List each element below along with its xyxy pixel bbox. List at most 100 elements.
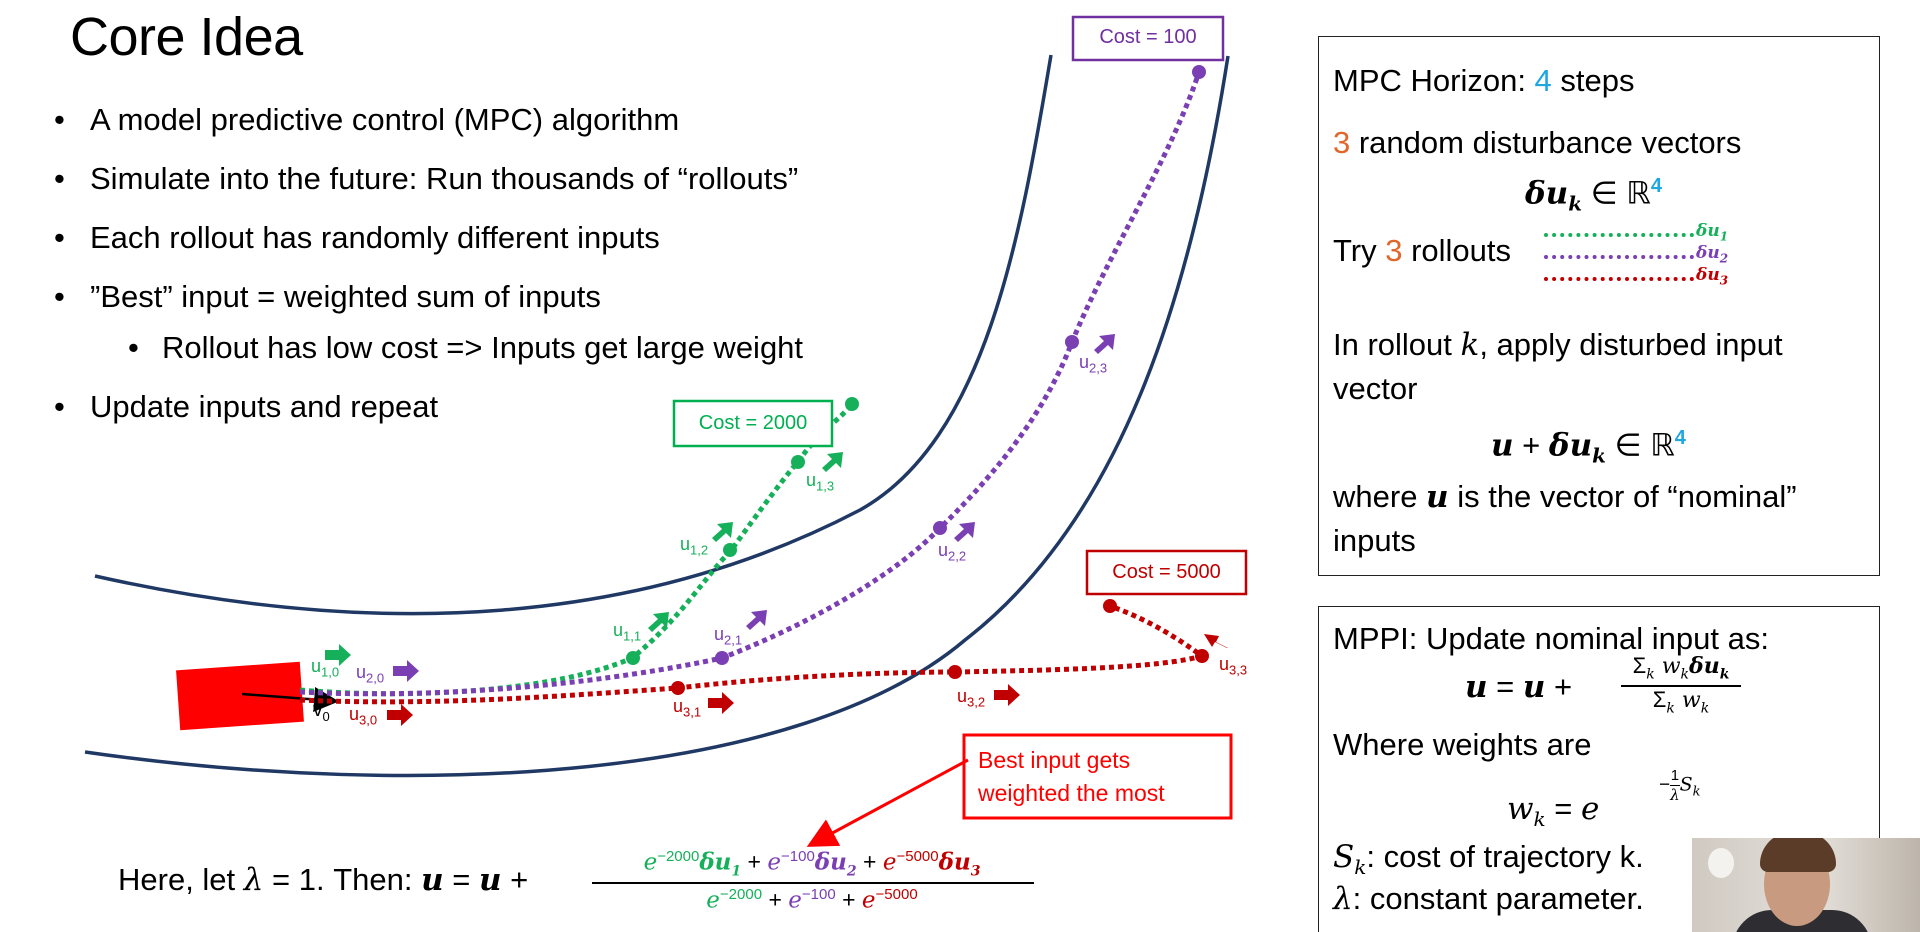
try-rollouts-line: Try 3 rollouts [1333, 233, 1512, 268]
road-upper-edge [94, 54, 1053, 616]
legend-line-2 [1544, 255, 1694, 261]
input-arrow-u10 [325, 644, 351, 666]
callout-box [962, 733, 1233, 820]
input-arrow-u21 [746, 610, 767, 630]
car [176, 661, 304, 731]
input-arrow-u31 [708, 692, 734, 714]
bullet-list: A model predictive control (MPC) algorit… [52, 100, 952, 446]
eq-one-text: = 1. Then: [263, 862, 422, 897]
where-line: where u is the vector of “nominal” [1333, 479, 1797, 515]
velocity-label: v0 [313, 700, 330, 724]
cost-label-5000: Cost = 5000 [1112, 561, 1221, 583]
velocity-sub: 0 [322, 708, 330, 724]
equation-prefix: Here, let λ = 1. Then: u = u + [118, 862, 528, 898]
input-arrow-u20 [393, 660, 419, 682]
weights-heading: Where weights are [1333, 727, 1592, 762]
cost-box-red [1085, 549, 1248, 596]
input-label-u13: u1,3 [806, 470, 835, 494]
input-label-u21: u2,1 [714, 624, 743, 648]
input-label-u22: u2,2 [938, 540, 967, 564]
equation-numerator: e−2000δu1 + e−100δu2 + e−5000δu3 [643, 848, 981, 880]
bullet-item: ”Best” input = weighted sum of inputs [52, 277, 952, 328]
eq-equals: = [443, 862, 480, 897]
input-arrow-u33 [1204, 634, 1228, 648]
callout-text: Best input gets weighted the most [978, 744, 1165, 810]
rollout-1-point [723, 543, 737, 557]
apply-line-2: vector [1333, 371, 1418, 406]
rollout-3-point [671, 681, 685, 695]
lamp-icon [1708, 848, 1734, 878]
input-arrow-u32 [994, 684, 1020, 706]
eq-rhs-u: u [479, 862, 502, 898]
legend-line-1 [1544, 233, 1694, 239]
eq-lambda: λ [243, 862, 264, 898]
presenter-webcam [1692, 838, 1920, 932]
rollout-1-point [791, 455, 805, 469]
mppi-update-lhs: u = u + [1465, 669, 1573, 705]
input-label-u32: u3,2 [957, 686, 986, 710]
legend-label-2: δu2 [1696, 243, 1729, 266]
input-arrow-u11 [648, 612, 669, 632]
callout-line: weighted the most [978, 780, 1165, 806]
eq-plus: + [501, 862, 529, 897]
input-label-u30: u3,0 [349, 704, 378, 728]
disturbance-line: 3 random disturbance vectors [1333, 125, 1742, 160]
legend-label-1: δu1 [1696, 221, 1729, 244]
cost-label-100: Cost = 100 [1099, 26, 1197, 48]
input-label-u23: u2,3 [1079, 352, 1108, 376]
input-label-u31: u3,1 [673, 696, 702, 720]
input-label-u12: u1,2 [680, 534, 709, 558]
weights-exponent: −1 λ Sk [1659, 767, 1701, 804]
road-lower-edge [84, 55, 1230, 778]
where-line-2: inputs [1333, 523, 1416, 558]
equation-fraction-bar [592, 882, 1034, 884]
mppi-heading: MPPI: Update nominal input as: [1333, 621, 1769, 656]
mppi-frac-num: Σk wkδuk [1632, 653, 1730, 683]
rollout-3-path [299, 603, 1208, 705]
rollout-2-point [1065, 335, 1079, 349]
rollout-3-point [1195, 649, 1209, 663]
velocity-v: v [313, 700, 323, 721]
disturbance-space: δuk ∈ ℝ4 [1525, 175, 1662, 216]
cost-label-2000: Cost = 2000 [698, 412, 808, 434]
bullet-sub-item: Rollout has low cost => Inputs get large… [52, 328, 952, 387]
bullet-item: Each rollout has randomly different inpu… [52, 218, 952, 277]
rollout-2-path [299, 71, 1202, 697]
slide-title: Core Idea [70, 7, 303, 67]
eq-prefix-text: Here, let [118, 862, 244, 897]
input-arrow-u12 [712, 522, 733, 542]
bullet-item: A model predictive control (MPC) algorit… [52, 100, 952, 159]
input-label-u33: u3,3 [1219, 654, 1248, 678]
legend-line-3 [1544, 277, 1694, 283]
equation-denominator: e−2000 + e−100 + e−5000 [706, 886, 918, 914]
legend-label-3: δu3 [1696, 265, 1729, 288]
horizon-line: MPC Horizon: 4 steps [1333, 63, 1635, 98]
rollout-3-point [1103, 599, 1117, 613]
input-arrow-u13 [822, 452, 843, 472]
apply-line: In rollout k, apply disturbed input [1333, 327, 1783, 363]
callout-arrow [806, 758, 969, 847]
input-arrow-u22 [954, 522, 975, 542]
weights-formula: wk = e [1507, 791, 1600, 832]
rollout-2-point [715, 651, 729, 665]
input-arrow-u30 [387, 704, 413, 726]
cost-box-green [672, 399, 834, 448]
mpc-horizon-box: MPC Horizon: 4 steps 3 random disturbanc… [1318, 36, 1880, 576]
rollout-1-path [299, 402, 854, 697]
sk-definition: Sk: cost of trajectory k. [1333, 839, 1644, 880]
input-label-u20: u2,0 [356, 662, 385, 686]
input-label-u11: u1,1 [613, 620, 642, 644]
rollout-1-point [626, 651, 640, 665]
callout-line: Best input gets [978, 747, 1131, 773]
eq-lhs: u [421, 862, 444, 898]
rollout-2-point [1192, 65, 1206, 79]
lambda-definition: λ: constant parameter. [1333, 881, 1644, 917]
rollout-3-point [948, 665, 962, 679]
rollout-1-point [845, 397, 859, 411]
mppi-frac-den: Σk wk [1652, 687, 1710, 717]
input-arrow-group [325, 334, 1228, 726]
cost-box-purple [1071, 15, 1225, 62]
input-arrow-u23 [1094, 334, 1115, 354]
mppi-frac-bar [1621, 685, 1741, 687]
